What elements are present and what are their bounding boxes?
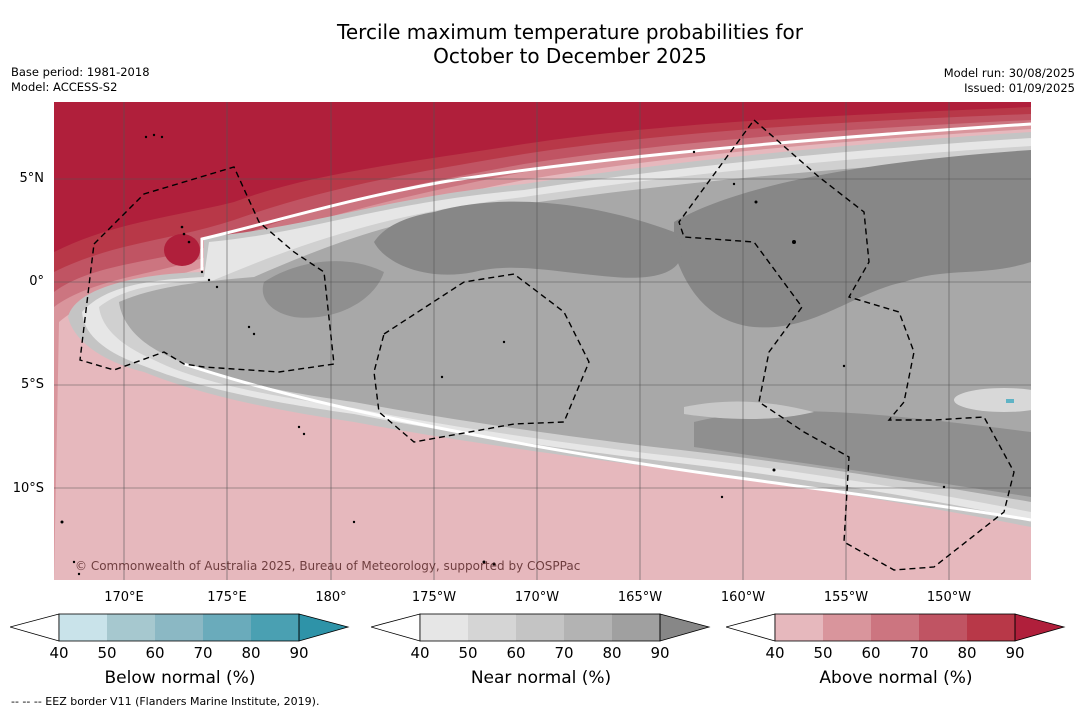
map-title: Tercile maximum temperature probabilitie… — [250, 20, 890, 68]
eez-tuvalu — [79, 166, 335, 373]
below-normal-speck — [1006, 399, 1014, 403]
near-normal-label: Near normal (%) — [470, 668, 612, 688]
below-tick-80: 80 — [241, 644, 261, 662]
below-arrow-high — [298, 613, 350, 642]
near-tick-80: 80 — [602, 644, 622, 662]
colorbar-below-low-arrow — [10, 613, 60, 642]
lat-label-10s: 10°S — [12, 481, 44, 496]
above-normal-label: Above normal (%) — [819, 668, 973, 688]
lon-label-170w: 170°W — [514, 590, 560, 605]
meta-left: Base period: 1981-2018 Model: ACCESS-S2 — [11, 65, 150, 95]
above-tick-70: 70 — [909, 644, 929, 662]
below-swatch-4 — [203, 614, 251, 641]
lon-label-180: 180° — [315, 590, 347, 605]
near-normal-80-south — [694, 411, 1031, 497]
near-tick-50: 50 — [458, 644, 478, 662]
near-normal-light-east — [954, 388, 1054, 412]
near-swatch-4 — [564, 614, 612, 641]
below-swatch-5 — [251, 614, 299, 641]
title-line-2: October to December 2025 — [433, 44, 707, 68]
below-tick-90: 90 — [289, 644, 309, 662]
islands — [60, 133, 946, 576]
lat-label-5n: 5°N — [19, 171, 45, 186]
near-tick-90: 90 — [650, 644, 670, 662]
above-swatch-5 — [967, 614, 1015, 641]
below-tick-60: 60 — [145, 644, 165, 662]
below-tick-50: 50 — [97, 644, 117, 662]
above-tick-40: 40 — [765, 644, 785, 662]
colorbar-near-normal — [371, 613, 711, 642]
model-text: Model: ACCESS-S2 — [11, 80, 118, 94]
above-tick-50: 50 — [813, 644, 833, 662]
colorbar-above-normal — [726, 613, 1066, 642]
below-swatch-1 — [59, 614, 107, 641]
near-tick-70: 70 — [554, 644, 574, 662]
map-svg — [54, 102, 1054, 580]
below-tick-70: 70 — [193, 644, 213, 662]
above-swatch-2 — [823, 614, 871, 641]
issued-text: Issued: 01/09/2025 — [964, 81, 1075, 95]
near-arrow-high — [659, 613, 711, 642]
above-swatch-4 — [919, 614, 967, 641]
copyright-text: © Commonwealth of Australia 2025, Bureau… — [75, 559, 581, 573]
grid-lines — [54, 102, 1031, 580]
title-line-1: Tercile maximum temperature probabilitie… — [337, 20, 803, 44]
above-tick-80: 80 — [957, 644, 977, 662]
below-normal-label: Below normal (%) — [104, 668, 256, 688]
lat-label-0: 0° — [29, 274, 44, 289]
lon-label-160w: 160°W — [720, 590, 766, 605]
boundary-line-north — [200, 122, 1032, 270]
below-swatch-3 — [155, 614, 203, 641]
map-panel[interactable] — [54, 102, 1054, 580]
near-swatch-1 — [420, 614, 468, 641]
meta-right: Model run: 30/08/2025 Issued: 01/09/2025 — [944, 66, 1075, 96]
eez-footnote: -- -- -- EEZ border V11 (Flanders Marine… — [11, 695, 320, 708]
near-swatch-2 — [468, 614, 516, 641]
near-normal-80-west — [262, 261, 384, 318]
model-run-text: Model run: 30/08/2025 — [943, 66, 1075, 80]
above-arrow-high — [1014, 613, 1066, 642]
eez-line-islands — [678, 118, 1015, 571]
near-normal-80-central — [374, 201, 682, 278]
near-tick-40: 40 — [410, 644, 430, 662]
lon-label-165w: 165°W — [617, 590, 663, 605]
near-swatch-5 — [612, 614, 660, 641]
above-tick-90: 90 — [1005, 644, 1025, 662]
lon-label-155w: 155°W — [823, 590, 869, 605]
near-tick-60: 60 — [506, 644, 526, 662]
above-normal-pocket — [164, 234, 200, 266]
lon-label-170e: 170°E — [104, 590, 144, 605]
near-normal-light-patch — [684, 401, 814, 419]
above-tick-60: 60 — [861, 644, 881, 662]
near-normal-80-east — [674, 150, 1031, 328]
eez-phoenix — [373, 273, 590, 443]
boundary-line-south — [183, 362, 1032, 522]
lon-label-175w: 175°W — [411, 590, 457, 605]
above-swatch-3 — [871, 614, 919, 641]
near-swatch-3 — [516, 614, 564, 641]
lon-label-150w: 150°W — [926, 590, 972, 605]
lat-label-5s: 5°S — [20, 377, 44, 392]
above-swatch-1 — [775, 614, 823, 641]
lon-label-175e: 175°E — [207, 590, 247, 605]
below-tick-40: 40 — [49, 644, 69, 662]
below-swatch-2 — [107, 614, 155, 641]
colorbar-below-normal — [10, 613, 350, 642]
base-period-text: Base period: 1981-2018 — [11, 65, 150, 79]
eez-borders — [79, 118, 1015, 571]
